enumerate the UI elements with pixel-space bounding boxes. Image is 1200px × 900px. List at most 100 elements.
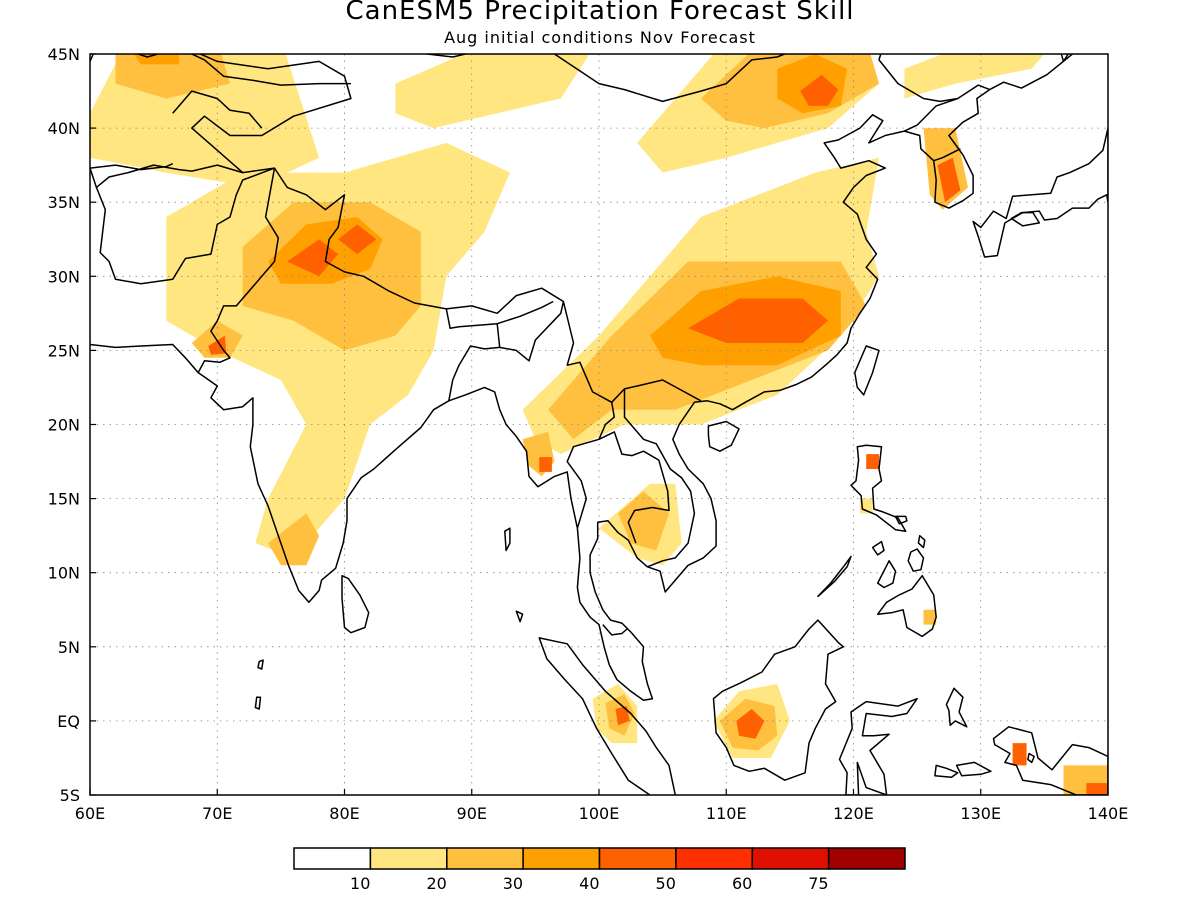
- island-outline: [254, 696, 262, 710]
- island-outline: [934, 764, 959, 778]
- coastlines: [90, 54, 1108, 795]
- coastline-border: [191, 54, 702, 404]
- lon-tick-label: 130E: [960, 804, 1001, 823]
- colorbar-label: 75: [808, 874, 828, 893]
- island-outline: [707, 420, 740, 452]
- coastline-border: [90, 163, 174, 188]
- colorbar-swatch: [598, 847, 677, 870]
- colorbar-swatch: [827, 847, 906, 870]
- map-title: CanESM5 Precipitation Forecast Skill: [345, 0, 855, 26]
- axis-ticks: 60E 70E 80E 90E 100E 110E 120E 130E 140E 45N 40N 35…: [48, 45, 1129, 823]
- coastline-border: [933, 148, 961, 162]
- coastline-border: [95, 164, 275, 285]
- lon-tick-label: 120E: [833, 804, 874, 823]
- skill-region-level-4: [688, 298, 828, 343]
- island-outline: [341, 574, 370, 634]
- lat-tick-label: 20N: [48, 416, 80, 435]
- lat-tick-label: 25N: [48, 341, 80, 360]
- island-outline: [850, 444, 907, 532]
- island-outline: [955, 761, 992, 777]
- coastline-border: [197, 167, 280, 373]
- colorbar-label: 60: [732, 874, 752, 893]
- lon-tick-label: 140E: [1088, 804, 1129, 823]
- island-outline: [871, 540, 885, 556]
- colorbar-swatch: [369, 847, 448, 870]
- skill-region-level-4: [338, 224, 377, 255]
- skill-region-level-2: [618, 491, 669, 551]
- lon-tick-label: 90E: [457, 804, 487, 823]
- skill-region-level-4: [800, 74, 839, 106]
- skill-region-level-4: [1012, 743, 1027, 766]
- lat-tick-label: EQ: [57, 712, 80, 731]
- island-outline: [712, 619, 845, 781]
- island-outline: [817, 555, 852, 598]
- island-outline: [992, 726, 1108, 795]
- colorbar-swatch: [675, 847, 754, 870]
- island-outline: [876, 560, 897, 589]
- colorbar-label: 10: [350, 874, 370, 893]
- colorbar-swatch: [751, 847, 830, 870]
- skill-region-level-4: [1086, 783, 1108, 795]
- island-outline: [1027, 752, 1035, 764]
- coastline-border: [172, 90, 263, 129]
- skill-region-level-1: [395, 54, 590, 129]
- skill-region-level-4: [736, 709, 765, 739]
- lon-tick-label: 60E: [75, 804, 105, 823]
- lat-tick-label: 15N: [48, 490, 80, 509]
- island-outline: [1010, 211, 1041, 227]
- coastline-border: [425, 54, 469, 58]
- skill-region-level-2: [923, 609, 937, 625]
- coastline-border: [878, 54, 990, 103]
- skill-region-level-2: [268, 513, 320, 566]
- coastline-border: [553, 54, 787, 103]
- graticule: [90, 54, 1108, 795]
- coastline-border: [602, 624, 628, 636]
- coastline-border: [90, 54, 95, 62]
- colorbar-label: 40: [579, 874, 599, 893]
- colorbar: 10 20 30 40 50 60 75: [293, 847, 906, 893]
- lat-tick-label: 10N: [48, 564, 80, 583]
- island-outline: [838, 697, 918, 795]
- lat-tick-label: 5N: [58, 638, 80, 657]
- island-outline: [876, 574, 937, 638]
- coastline-border: [90, 54, 1074, 701]
- skill-region-level-4: [866, 454, 879, 469]
- skill-region-level-4: [287, 239, 339, 277]
- lat-tick-label: 35N: [48, 193, 80, 212]
- lon-tick-label: 100E: [579, 804, 620, 823]
- island-outline: [917, 534, 926, 549]
- lon-tick-label: 110E: [706, 804, 747, 823]
- lat-tick-label: 40N: [48, 119, 80, 138]
- lat-tick-label: 30N: [48, 267, 80, 286]
- coastline-border: [566, 402, 616, 529]
- colorbar-label: 20: [426, 874, 446, 893]
- colorbar-label: 50: [656, 874, 676, 893]
- colorbar-swatch: [446, 847, 524, 870]
- island-outline: [907, 548, 925, 572]
- island-outline: [504, 527, 511, 552]
- coastline-border: [623, 388, 696, 568]
- coastline-border: [499, 301, 565, 362]
- coastline-border: [496, 300, 554, 325]
- colorbar-swatch: [522, 847, 601, 870]
- lat-tick-label: 5S: [60, 786, 80, 805]
- island-outline: [894, 515, 908, 525]
- island-outline: [257, 659, 264, 670]
- lon-tick-label: 80E: [329, 804, 359, 823]
- lon-tick-label: 70E: [202, 804, 232, 823]
- colorbar-swatch: [293, 847, 372, 870]
- skill-region-level-4: [208, 335, 227, 355]
- island-outline: [515, 610, 524, 623]
- coastline-border: [598, 431, 670, 544]
- island-outline: [945, 687, 968, 728]
- skill-region-level-2: [115, 54, 230, 99]
- skill-region-level-4: [615, 706, 630, 726]
- coastline-border: [445, 308, 501, 401]
- skill-region-level-1: [904, 54, 1045, 99]
- lat-tick-label: 45N: [48, 45, 80, 64]
- coastline-border: [904, 97, 959, 132]
- colorbar-label: 30: [503, 874, 523, 893]
- skill-region-level-4: [937, 157, 961, 203]
- island-outline: [538, 637, 677, 795]
